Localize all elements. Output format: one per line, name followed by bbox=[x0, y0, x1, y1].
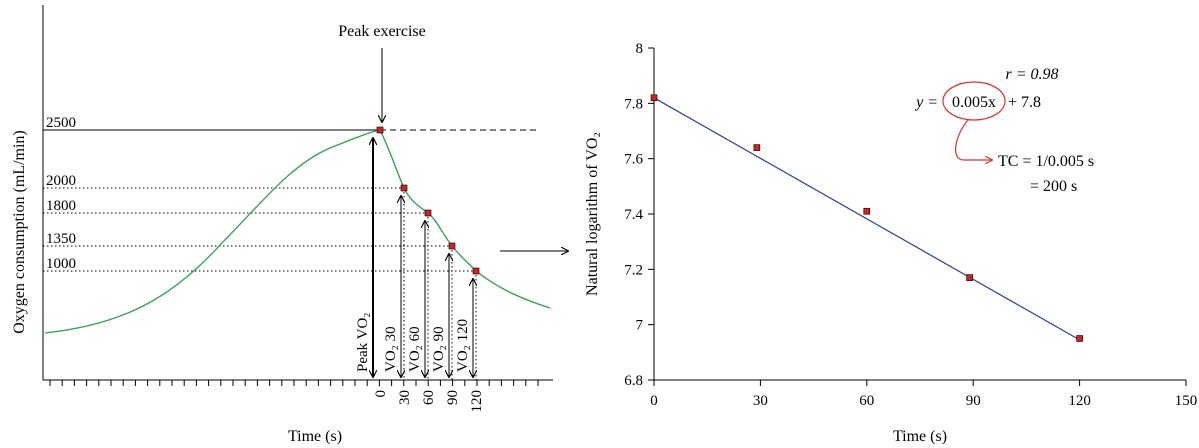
right-y-tick-label: 7 bbox=[636, 318, 644, 334]
regression-line bbox=[653, 97, 1080, 341]
equation-prefix: y = bbox=[914, 94, 938, 111]
left-x-tick-label: 30 bbox=[397, 390, 413, 405]
time-constant-formula: TC = 1/0.005 s bbox=[998, 153, 1094, 170]
oxygen-consumption-curve bbox=[44, 129, 551, 334]
vo2-label: Peak VO₂ bbox=[355, 312, 371, 372]
left-x-axis-label: Time (s) bbox=[288, 428, 342, 445]
left-y-tick-label: 1000 bbox=[46, 256, 76, 272]
right-y-tick-label: 7.6 bbox=[624, 152, 643, 168]
time-constant-result: = 200 s bbox=[1030, 178, 1077, 195]
data-point bbox=[966, 274, 973, 281]
right-x-ticks: 0 30 60 90 120 150 bbox=[650, 380, 1197, 409]
left-x-tick-label: 120 bbox=[469, 390, 485, 413]
recovery-point bbox=[424, 209, 432, 217]
left-y-tick-label: 1350 bbox=[46, 231, 76, 247]
data-point bbox=[753, 144, 761, 151]
equation-suffix: + 7.8 bbox=[1008, 94, 1041, 111]
data-point bbox=[1076, 335, 1083, 342]
recovery-point bbox=[376, 126, 384, 134]
left-y-axis-label: Oxygen consumption (mL/min) bbox=[11, 130, 28, 334]
left-y-tick-label: 2500 bbox=[46, 115, 76, 131]
right-x-tick-label: 150 bbox=[1175, 393, 1198, 409]
left-x-tick-labels: 0 30 60 90 120 bbox=[373, 390, 485, 413]
right-x-tick-label: 30 bbox=[753, 393, 768, 409]
right-x-tick-label: 0 bbox=[650, 393, 658, 409]
vo2-labels: Peak VO₂ VO₂ 30 VO₂ 60 VO₂ 90 VO₂ 120 bbox=[355, 312, 471, 372]
right-x-tick-label: 120 bbox=[1068, 393, 1091, 409]
right-y-ticks: 6.8 7 7.2 7.4 7.6 7.8 8 bbox=[624, 41, 654, 389]
right-y-axis-label: Natural logarithm of VO₂ bbox=[584, 132, 601, 296]
right-chart: 6.8 7 7.2 7.4 7.6 7.8 8 0 30 60 90 120 150 r = 0.98… bbox=[584, 41, 1197, 445]
vo2-label: VO₂ 60 bbox=[407, 326, 423, 372]
right-x-tick-label: 90 bbox=[966, 393, 981, 409]
left-y-tick-label: 2000 bbox=[46, 173, 76, 189]
recovery-markers bbox=[376, 126, 480, 275]
right-x-tick-label: 60 bbox=[859, 393, 874, 409]
vo2-arrows bbox=[373, 138, 476, 380]
left-reference-lines bbox=[43, 129, 540, 272]
peak-exercise-label: Peak exercise bbox=[338, 23, 426, 40]
right-x-axis-label: Time (s) bbox=[893, 428, 947, 445]
vo2-label: VO₂ 30 bbox=[383, 326, 399, 372]
recovery-point bbox=[472, 267, 480, 275]
right-y-tick-label: 8 bbox=[636, 41, 644, 57]
recovery-point bbox=[400, 184, 408, 192]
left-x-tick-label: 0 bbox=[373, 390, 389, 398]
data-point bbox=[650, 94, 658, 102]
r-value: r = 0.98 bbox=[1005, 66, 1058, 83]
equation-slope: 0.005x bbox=[952, 94, 996, 111]
right-y-tick-label: 6.8 bbox=[624, 373, 643, 389]
data-point bbox=[863, 207, 871, 215]
left-x-tick-label: 90 bbox=[445, 390, 461, 405]
right-y-tick-label: 7.2 bbox=[624, 262, 643, 278]
log-vo2-markers bbox=[650, 94, 1083, 342]
left-x-tick-label: 60 bbox=[421, 390, 437, 405]
slope-highlight-circle bbox=[942, 81, 1006, 121]
left-x-minor-ticks bbox=[49, 380, 539, 386]
vo2-label: VO₂ 120 bbox=[455, 319, 471, 372]
vo2-label: VO₂ 90 bbox=[431, 326, 447, 372]
left-y-tick-label: 1800 bbox=[46, 198, 76, 214]
recovery-point bbox=[448, 242, 456, 250]
slope-to-tc-arrow bbox=[955, 119, 992, 160]
left-chart: 2500 2000 1800 1350 1000 0 30 60 90 120 Peak VO₂… bbox=[11, 5, 553, 445]
left-y-tick-labels: 2500 2000 1800 1350 1000 bbox=[46, 115, 76, 272]
right-y-tick-label: 7.4 bbox=[624, 207, 643, 223]
right-y-tick-label: 7.8 bbox=[624, 96, 643, 112]
